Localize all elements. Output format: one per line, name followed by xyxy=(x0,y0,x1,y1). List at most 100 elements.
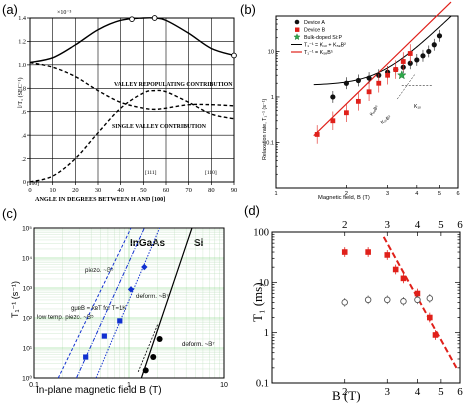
b-device-a-point xyxy=(426,48,432,55)
d-fit-line xyxy=(382,236,458,369)
a-series-curve-0 xyxy=(29,17,235,64)
b-device-a-point xyxy=(414,57,420,63)
a-x-tick-label: 70 xyxy=(185,187,192,194)
c-ingaas-point xyxy=(127,286,135,293)
d-filled-point xyxy=(414,290,421,297)
d-x-tick-label: 4 xyxy=(415,386,421,398)
a-series-curve-2 xyxy=(29,61,235,111)
d-xlabel: B (T) xyxy=(332,388,361,403)
d-y-tick-label: 1 xyxy=(264,328,269,339)
b-plot-frame xyxy=(275,15,459,189)
panel-label-c: (c) xyxy=(2,206,17,221)
b-annotation-k10b2: K₁ₒB² xyxy=(380,114,392,125)
c-y-tick-label: 10⁵ xyxy=(22,226,32,233)
d-plot-frame xyxy=(271,231,461,384)
b-device-a-point xyxy=(343,80,350,86)
a-x-tick-label: 40 xyxy=(117,187,124,194)
c-y-tick-label: 10³ xyxy=(23,286,33,293)
a-annotation-valley: VALLEY REPOPULATING CONTRIBUTION xyxy=(114,82,233,88)
b-legend-4: T₁⁻¹ = K₅ₑB⁵ xyxy=(304,50,333,56)
a-top-label-100: [100] xyxy=(27,181,39,187)
a-y-tick-label: .2 xyxy=(21,156,26,163)
d-x-tick-label: 3 xyxy=(385,386,391,398)
panel-label-b: (b) xyxy=(240,2,256,17)
c-label-ingaas: InGaAs xyxy=(130,238,165,249)
a-x-tick-label: 30 xyxy=(95,187,102,194)
a-data-point xyxy=(129,16,135,23)
d-x-tick-label-top: 3 xyxy=(385,219,391,231)
d-open-point xyxy=(364,296,372,304)
c-blue-line-piezo xyxy=(57,227,132,379)
a-ylabel: l/T₁ (SEC⁻¹) xyxy=(17,77,24,108)
c-ingaas-point xyxy=(83,354,89,360)
c-annotation-piezo: piezo. ~B⁵ xyxy=(85,267,114,274)
d-x-tick-label-top: 2 xyxy=(342,219,348,231)
b-legend-1: Device B xyxy=(304,28,326,34)
a-top-label-110: [110] xyxy=(205,170,217,176)
d-x-tick-label: 6 xyxy=(457,386,463,398)
b-device-a-point xyxy=(330,94,336,100)
a-x-tick-label: 0 xyxy=(28,187,31,194)
b-y-tick-label: 1 xyxy=(271,95,274,101)
c-x-tick-label: 0.1 xyxy=(29,382,39,389)
b-device-b-point xyxy=(407,51,413,56)
d-filled-point xyxy=(427,314,433,321)
a-y-tick-label: .4 xyxy=(21,132,26,139)
d-filled-point xyxy=(392,266,399,273)
c-x-tick-label: 1 xyxy=(127,382,131,389)
b-k5b5-dash xyxy=(397,73,416,100)
b-legend-marker-star xyxy=(293,33,301,41)
b-fit-line-red xyxy=(313,1,452,137)
d-y-tick-label: 10 xyxy=(259,278,270,289)
b-legend-0: Device A xyxy=(304,20,325,26)
b-device-b-point xyxy=(355,98,361,104)
c-annotation-lowtemp: low temp. piezo. ~B⁵ xyxy=(37,314,94,321)
panel-label-d: (d) xyxy=(244,203,260,218)
d-x-tick-label-top: 5 xyxy=(438,219,444,231)
c-si-point xyxy=(150,354,157,361)
b-x-tick-label: 3 xyxy=(386,191,389,197)
a-y-multiplier: ×10⁻³ xyxy=(57,10,72,16)
c-y-tick-label: 10⁴ xyxy=(22,256,32,263)
b-x-tick-label: 2 xyxy=(345,191,348,197)
c-blue-line-deform xyxy=(95,227,161,379)
c-ylabel: T₁⁻¹ (s⁻¹) xyxy=(10,281,20,318)
a-y-tick-label: 1.2 xyxy=(18,39,26,46)
b-legend-2: Bulk-doped Si:P xyxy=(304,35,342,41)
c-si-line-dashed xyxy=(137,324,158,373)
d-y-tick-label: 100 xyxy=(253,228,269,239)
c-si-point xyxy=(142,367,149,374)
a-x-tick-label: 10 xyxy=(49,187,56,194)
c-x-tick-label: 10 xyxy=(220,382,228,389)
a-x-tick-label: 80 xyxy=(208,187,215,194)
panel-label-a: (a) xyxy=(2,2,18,17)
b-x-tick-label: 5 xyxy=(438,191,441,197)
a-xlabel: ANGLE IN DEGREES BETWEEN H AND [100] xyxy=(35,196,165,203)
a-y-tick-label: .8 xyxy=(21,85,26,92)
a-annotation-single: SINGLE VALLEY CONTRIBUTION xyxy=(112,124,207,130)
b-xlabel: Magnetic field, B (T) xyxy=(318,195,370,201)
b-device-a-point xyxy=(366,75,372,81)
c-si-point xyxy=(156,335,163,342)
d-filled-point xyxy=(400,275,407,282)
b-device-a-point xyxy=(420,53,426,59)
b-device-b-point xyxy=(344,110,349,116)
b-device-b-point xyxy=(330,118,336,124)
c-xlabel: In-plane magnetic field B (T) xyxy=(36,385,162,396)
a-series-curve-1 xyxy=(29,89,235,183)
b-device-a-point xyxy=(355,77,361,84)
b-legend-marker-b xyxy=(295,27,300,32)
b-ylabel: Relaxation rate, T₁⁻¹ (s⁻¹) xyxy=(262,98,268,160)
b-x-tick-label: 6 xyxy=(456,191,459,197)
c-y-tick-label: 10¹ xyxy=(23,346,33,353)
c-blue-line-lowtemp xyxy=(76,227,145,379)
a-x-tick-label: 90 xyxy=(231,187,238,194)
b-fit-curve-black xyxy=(313,15,452,86)
d-filled-point xyxy=(432,332,439,338)
d-x-tick-label-top: 4 xyxy=(415,219,421,231)
c-y-tick-label: 10² xyxy=(23,316,33,323)
d-open-point xyxy=(400,298,407,305)
d-x-tick-label-top: 6 xyxy=(457,219,463,231)
b-device-b-point xyxy=(366,89,372,95)
